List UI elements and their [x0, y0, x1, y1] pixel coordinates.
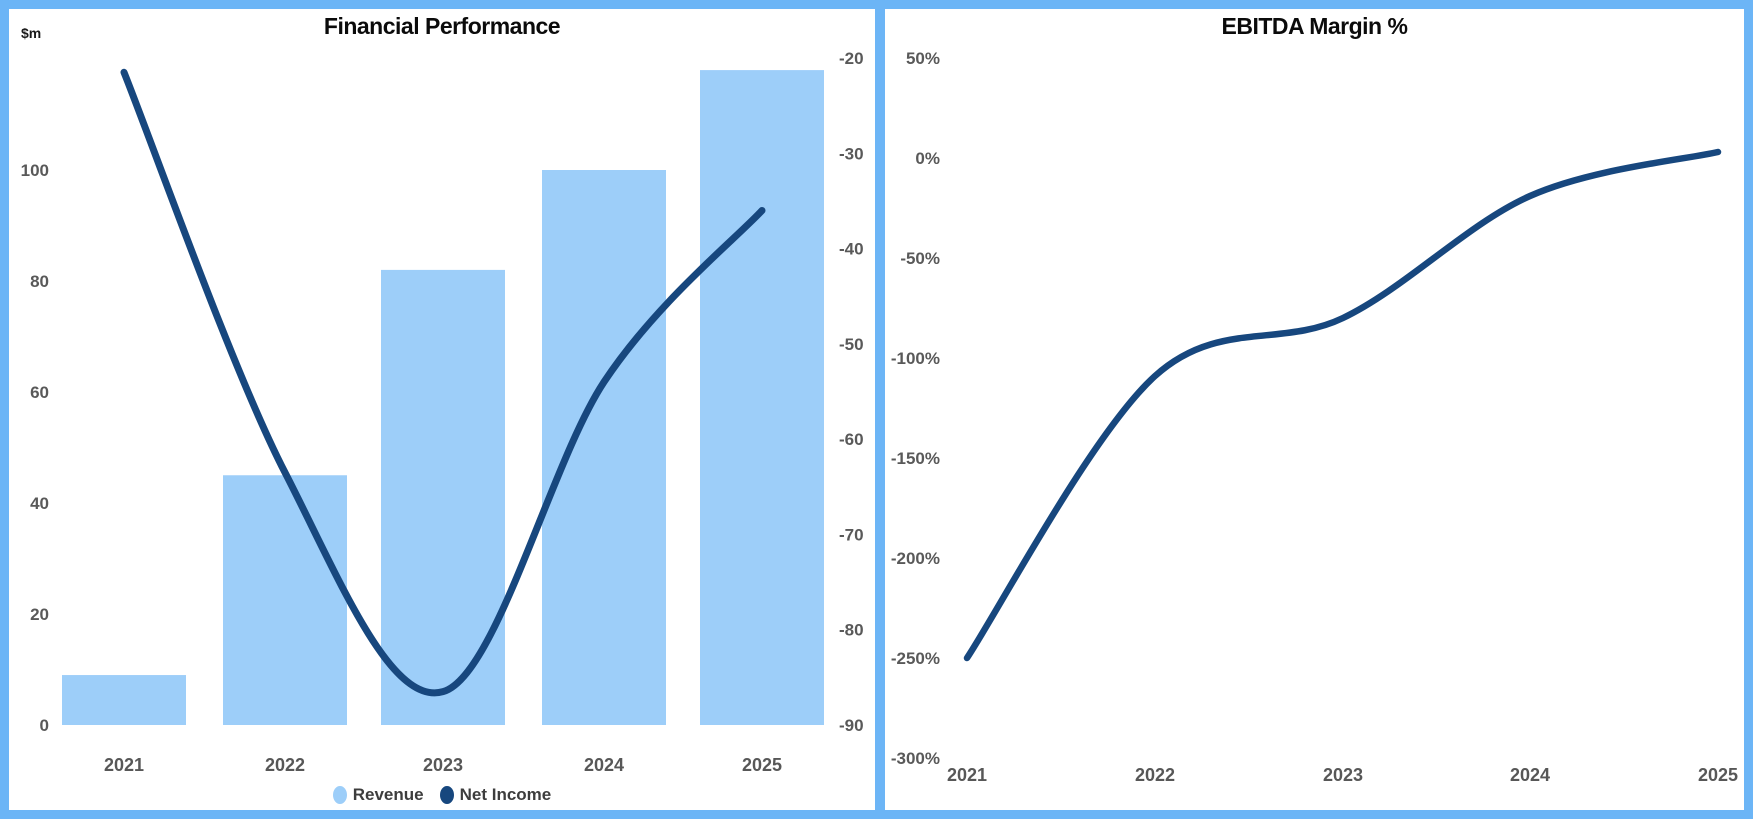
left-axis-tick-20: 20: [30, 605, 49, 624]
y-axis-tick--100%: -100%: [891, 349, 940, 368]
left-axis-tick-0: 0: [40, 716, 49, 735]
ebitda-margin-line[interactable]: [963, 148, 1722, 662]
ebitda-margin-panel: EBITDA Margin % 50% 0% -50% -100% -150% -200%…: [885, 9, 1744, 810]
legend-item-net-income[interactable]: Net Income: [439, 785, 552, 805]
chart-title-financial-performance: Financial Performance: [323, 13, 561, 39]
chart-legend: Revenue Net Income: [9, 785, 875, 805]
right-axis-tick--80: -80: [839, 621, 864, 640]
chart-title-ebitda-margin: EBITDA Margin %: [1221, 13, 1408, 39]
left-axis-unit-label: $m: [21, 25, 42, 41]
revenue-bar-2021[interactable]: [62, 675, 186, 725]
legend-item-revenue[interactable]: Revenue: [332, 785, 424, 805]
x-label-2024: 2024: [1510, 765, 1550, 785]
y-axis-tick--200%: -200%: [891, 549, 940, 568]
y-axis-tick--150%: -150%: [891, 449, 940, 468]
revenue-bar-2024[interactable]: [542, 170, 666, 725]
x-label-2022: 2022: [265, 755, 305, 775]
financial-performance-panel: Financial Performance $m 0 20 40 60 80 100 -20…: [9, 9, 875, 810]
right-axis-tick--50: -50: [839, 335, 864, 354]
right-axis-tick--30: -30: [839, 144, 864, 163]
right-axis-tick--40: -40: [839, 240, 864, 259]
left-axis-tick-60: 60: [30, 383, 49, 402]
legend-label-revenue: Revenue: [352, 785, 424, 804]
net-income-line[interactable]: [120, 68, 766, 697]
left-axis-tick-80: 80: [30, 272, 49, 291]
right-axis-tick--20: -20: [839, 49, 864, 68]
net-income-swatch-icon: [439, 786, 454, 804]
right-axis-tick--70: -70: [839, 525, 864, 544]
revenue-swatch-icon: [332, 786, 347, 804]
right-axis-tick--60: -60: [839, 430, 864, 449]
revenue-bar-2025[interactable]: [700, 70, 824, 726]
x-label-2021: 2021: [947, 765, 987, 785]
x-label-2021: 2021: [104, 755, 144, 775]
combo-chart-canvas[interactable]: 0 20 40 60 80 100 -20 -30 -40 -50 -60 -70 -80 -90 2021…: [9, 9, 875, 810]
y-axis-tick-50%: 50%: [906, 49, 940, 68]
x-label-2025: 2025: [1698, 765, 1738, 785]
legend-label-net-income: Net Income: [459, 785, 552, 804]
y-axis-tick--250%: -250%: [891, 649, 940, 668]
revenue-bar-2023[interactable]: [381, 269, 505, 725]
y-axis-tick--300%: -300%: [891, 749, 940, 768]
left-axis-tick-100: 100: [21, 161, 49, 180]
left-axis-tick-40: 40: [30, 494, 49, 513]
right-axis-tick--90: -90: [839, 716, 864, 735]
line-chart-canvas[interactable]: 50% 0% -50% -100% -150% -200% -250% -300% 2021 20…: [885, 9, 1744, 810]
x-label-2023: 2023: [1323, 765, 1363, 785]
x-label-2022: 2022: [1135, 765, 1175, 785]
x-label-2025: 2025: [742, 755, 782, 775]
revenue-bar-2022[interactable]: [223, 475, 347, 725]
y-axis-tick-0%: 0%: [915, 149, 940, 168]
x-label-2024: 2024: [584, 755, 624, 775]
x-label-2023: 2023: [423, 755, 463, 775]
y-axis-tick--50%: -50%: [900, 249, 940, 268]
